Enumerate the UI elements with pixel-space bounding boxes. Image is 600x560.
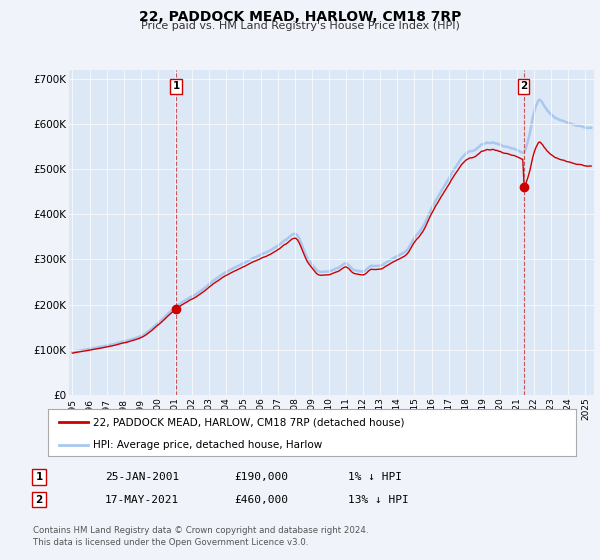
Text: 17-MAY-2021: 17-MAY-2021 [105, 494, 179, 505]
Text: 2: 2 [35, 494, 43, 505]
Text: 13% ↓ HPI: 13% ↓ HPI [348, 494, 409, 505]
Text: 2: 2 [520, 81, 527, 91]
Text: £190,000: £190,000 [234, 472, 288, 482]
Text: 25-JAN-2001: 25-JAN-2001 [105, 472, 179, 482]
Text: 1: 1 [35, 472, 43, 482]
Text: Price paid vs. HM Land Registry's House Price Index (HPI): Price paid vs. HM Land Registry's House … [140, 21, 460, 31]
Text: £460,000: £460,000 [234, 494, 288, 505]
Text: 1% ↓ HPI: 1% ↓ HPI [348, 472, 402, 482]
Text: 1: 1 [173, 81, 180, 91]
Text: Contains HM Land Registry data © Crown copyright and database right 2024.: Contains HM Land Registry data © Crown c… [33, 526, 368, 535]
Text: This data is licensed under the Open Government Licence v3.0.: This data is licensed under the Open Gov… [33, 538, 308, 547]
Text: 22, PADDOCK MEAD, HARLOW, CM18 7RP (detached house): 22, PADDOCK MEAD, HARLOW, CM18 7RP (deta… [93, 417, 404, 427]
Text: HPI: Average price, detached house, Harlow: HPI: Average price, detached house, Harl… [93, 440, 322, 450]
Text: 22, PADDOCK MEAD, HARLOW, CM18 7RP: 22, PADDOCK MEAD, HARLOW, CM18 7RP [139, 10, 461, 24]
